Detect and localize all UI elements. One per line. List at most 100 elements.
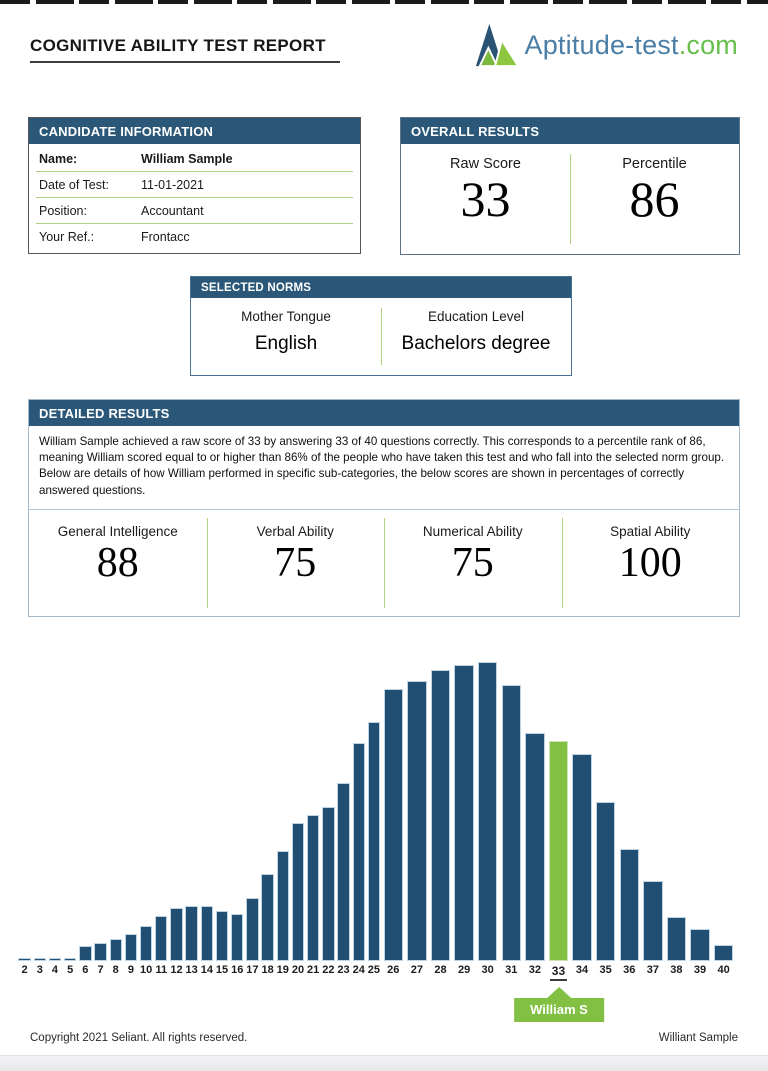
chart-column: 9 — [123, 660, 138, 982]
chart-bar — [63, 958, 77, 961]
x-axis-label: 38 — [670, 964, 683, 976]
chart-column: 38 — [665, 660, 689, 982]
chart-bar — [33, 958, 46, 961]
x-axis-label: 37 — [646, 964, 659, 976]
divider — [206, 517, 208, 608]
table-row: Name: William Sample — [36, 146, 353, 172]
chart-column: 2 — [17, 660, 32, 982]
chart-bar — [185, 906, 198, 961]
chart-bar — [94, 943, 107, 961]
table-row: Your Ref.: Frontacc — [36, 224, 353, 249]
metric-label: Raw Score — [450, 156, 521, 172]
x-axis-label: 6 — [82, 964, 89, 976]
chart-bar — [383, 689, 403, 961]
table-row: Date of Test: 11-01-2021 — [36, 172, 353, 198]
chart-bar — [713, 945, 734, 961]
chart-column: 29 — [452, 660, 476, 982]
x-axis-label: 5 — [67, 964, 74, 976]
x-axis-label: 35 — [599, 964, 612, 976]
selected-norms-header: SELECTED NORMS — [191, 277, 571, 298]
chart-column: 30 — [476, 660, 500, 982]
x-axis-label: 32 — [528, 964, 541, 976]
detailed-results-paragraph: William Sample achieved a raw score of 3… — [39, 435, 725, 497]
chart-column: 8 — [108, 660, 123, 982]
chart-bar — [572, 754, 592, 961]
chart-bar — [200, 906, 214, 961]
chart-column: 12 — [169, 660, 184, 982]
chart-bar — [246, 898, 259, 961]
chart-bar — [430, 670, 451, 961]
x-axis-label: 22 — [322, 964, 335, 976]
chart-column: 10 — [139, 660, 154, 982]
chart-column: 14 — [199, 660, 214, 982]
chart-bar — [643, 881, 663, 961]
logo-text: Aptitude-test.com — [525, 30, 739, 61]
chart-bar — [690, 929, 710, 961]
x-axis-label: 11 — [155, 964, 168, 976]
x-axis-label: 31 — [505, 964, 518, 976]
chart-column: 39 — [688, 660, 712, 982]
score-value: 88 — [96, 539, 139, 586]
x-axis-label: 20 — [291, 964, 305, 976]
x-axis-label: 15 — [215, 964, 229, 976]
selected-norms-panel: SELECTED NORMS Mother Tongue English Edu… — [190, 276, 572, 376]
chart-bar — [109, 939, 122, 961]
chart-bar — [337, 783, 350, 961]
x-axis-label: 4 — [51, 964, 59, 976]
x-axis-label: 34 — [575, 964, 589, 976]
x-axis-label: 8 — [112, 964, 119, 976]
chart-column: 15 — [214, 660, 229, 982]
divider — [381, 308, 382, 365]
candidate-score-callout: William S — [514, 987, 604, 1022]
row-label: Date of Test: — [39, 178, 109, 192]
x-axis-label: 12 — [170, 964, 183, 976]
chart-column: 20 — [290, 660, 305, 982]
norm-value: English — [254, 333, 318, 354]
chart-column: 16 — [230, 660, 245, 982]
spatial-ability-score: Spatial Ability 100 — [562, 510, 740, 616]
chart-bars: 2 3 4 5 6 7 8 9 10 11 12 13 14 15 16 17 18 19 20 21 22 23 24 25… — [17, 660, 737, 982]
chart-column: 21 — [306, 660, 321, 982]
x-axis-label: 28 — [434, 964, 447, 976]
overall-results-body: Raw Score 33 Percentile 86 — [401, 144, 739, 254]
x-axis-label: 3 — [36, 964, 43, 976]
x-axis-label: 39 — [693, 964, 707, 976]
score-value: 75 — [274, 539, 317, 586]
detailed-results-header: DETAILED RESULTS — [29, 400, 739, 426]
chart-bar — [525, 733, 545, 961]
chart-bar — [367, 722, 381, 961]
x-axis-label: 23 — [337, 964, 350, 976]
chart-bar — [261, 874, 274, 961]
x-axis-label: 18 — [261, 964, 274, 976]
score-value: 100 — [618, 539, 682, 586]
norm-value: Bachelors degree — [401, 333, 551, 354]
chart-bar — [291, 823, 305, 961]
numerical-ability-score: Numerical Ability 75 — [384, 510, 562, 616]
chart-column: 31 — [499, 660, 523, 982]
chart-bar — [619, 849, 639, 961]
chart-column: 32 — [523, 660, 547, 982]
logo: Aptitude-test.com — [474, 22, 739, 68]
footer: Copyright 2021 Seliant. All rights reser… — [30, 1032, 738, 1044]
score-distribution-chart: 2 3 4 5 6 7 8 9 10 11 12 13 14 15 16 17 18 19 20 21 22 23 24 25… — [17, 660, 737, 1022]
score-value: 75 — [451, 539, 494, 586]
chart-column: 40 — [712, 660, 736, 982]
chart-bar — [407, 681, 427, 961]
chart-bar — [215, 911, 229, 961]
candidate-information-header: CANDIDATE INFORMATION — [29, 118, 360, 144]
chart-column: 17 — [245, 660, 260, 982]
highlighted-bar — [548, 741, 569, 961]
chart-bar — [48, 958, 62, 961]
metric-label: Percentile — [622, 156, 687, 172]
chart-column: 24 — [351, 660, 366, 982]
score-label: Spatial Ability — [610, 523, 691, 539]
chart-column: 23 — [336, 660, 351, 982]
chart-column: 4 — [47, 660, 62, 982]
page-title: COGNITIVE ABILITY TEST REPORT — [30, 36, 340, 63]
logo-tld: .com — [678, 29, 738, 60]
x-axis-label: 29 — [457, 964, 471, 976]
x-axis-label: 10 — [139, 964, 153, 976]
callout-badge: William S — [514, 998, 604, 1022]
row-value: 11-01-2021 — [141, 178, 205, 192]
chart-column: 37 — [641, 660, 665, 982]
